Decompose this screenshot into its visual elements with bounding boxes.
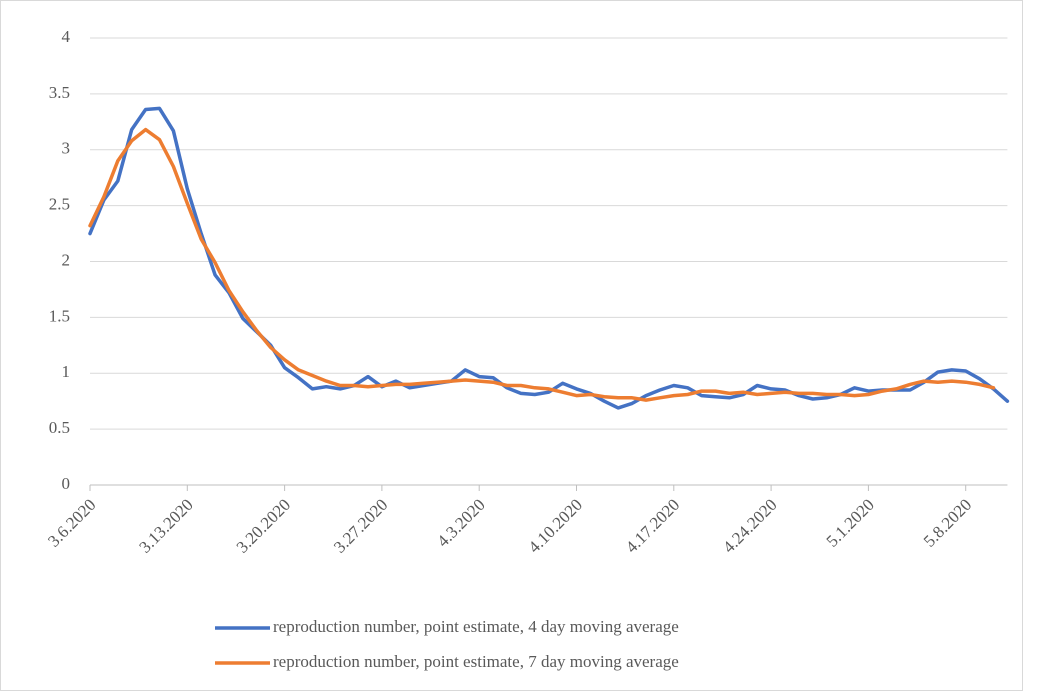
- y-tick-label: 3.5: [49, 83, 70, 102]
- legend-label: reproduction number, point estimate, 7 d…: [273, 652, 679, 671]
- series-line: [88, 106, 1010, 410]
- y-tick-label: 4: [62, 27, 71, 46]
- series-line: [88, 127, 996, 402]
- y-tick-label: 2.5: [49, 195, 70, 214]
- legend-label: reproduction number, point estimate, 4 d…: [273, 617, 679, 636]
- y-tick-label: 0: [62, 474, 71, 493]
- y-tick-label: 1.5: [49, 306, 70, 325]
- y-tick-label: 0.5: [49, 418, 70, 437]
- y-tick-label: 2: [62, 250, 71, 269]
- y-tick-label: 1: [62, 362, 71, 381]
- y-tick-label: 3: [62, 139, 71, 158]
